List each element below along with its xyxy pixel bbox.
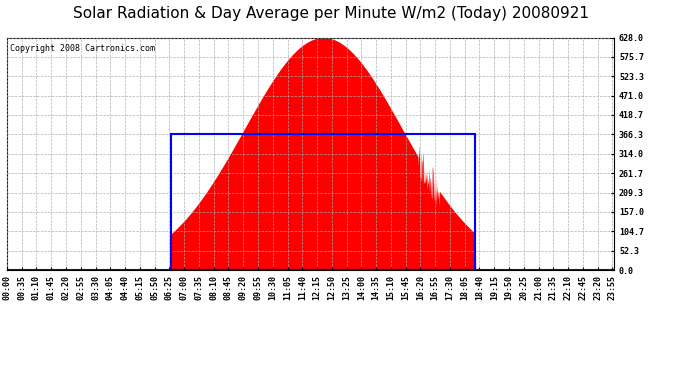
Text: Copyright 2008 Cartronics.com: Copyright 2008 Cartronics.com [10,45,155,54]
Bar [171,134,475,270]
Text: Solar Radiation & Day Average per Minute W/m2 (Today) 20080921: Solar Radiation & Day Average per Minute… [73,6,589,21]
